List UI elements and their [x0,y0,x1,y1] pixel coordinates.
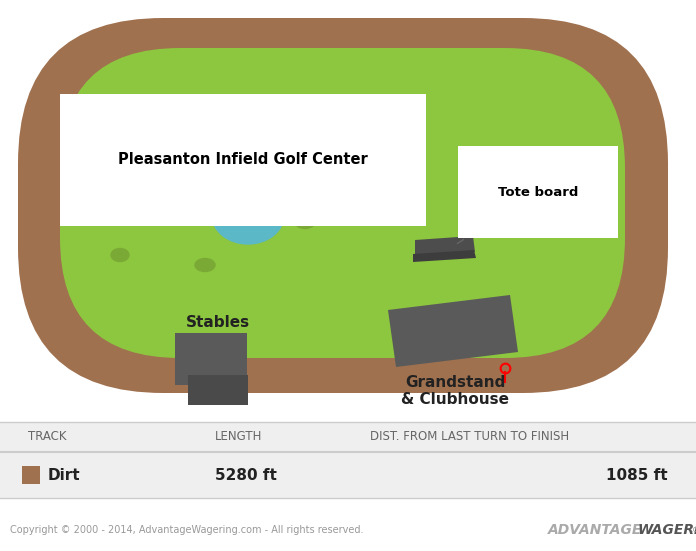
FancyBboxPatch shape [175,333,247,385]
Ellipse shape [295,215,315,229]
Text: Tote board: Tote board [457,186,578,244]
Ellipse shape [176,169,194,181]
Text: Dirt: Dirt [48,467,81,483]
FancyBboxPatch shape [18,18,668,393]
Polygon shape [413,250,476,262]
Ellipse shape [225,222,245,235]
FancyBboxPatch shape [0,422,696,498]
Ellipse shape [313,95,327,115]
Text: .com: .com [690,526,696,534]
Text: ADVANTAGE: ADVANTAGE [548,523,642,537]
Text: Stables: Stables [186,315,250,330]
FancyBboxPatch shape [60,48,625,358]
Text: LENGTH: LENGTH [215,430,262,444]
Ellipse shape [223,98,237,118]
Text: Copyright © 2000 - 2014, AdvantageWagering.com - All rights reserved.: Copyright © 2000 - 2014, AdvantageWageri… [10,525,363,535]
FancyBboxPatch shape [22,466,40,484]
Text: DIST. FROM LAST TURN TO FINISH: DIST. FROM LAST TURN TO FINISH [370,430,569,444]
FancyBboxPatch shape [188,375,248,405]
Ellipse shape [212,186,284,244]
Ellipse shape [247,179,263,191]
Text: Pleasanton Infield Golf Center: Pleasanton Infield Golf Center [118,153,368,168]
Ellipse shape [195,258,215,272]
Ellipse shape [111,249,129,262]
Polygon shape [415,236,475,256]
Text: 1085 ft: 1085 ft [606,467,668,483]
Text: Grandstand
& Clubhouse: Grandstand & Clubhouse [401,375,509,407]
Ellipse shape [144,121,166,136]
Text: TRACK: TRACK [28,430,67,444]
Text: 5280 ft: 5280 ft [215,467,277,483]
Text: WAGERING: WAGERING [638,523,696,537]
Polygon shape [388,295,518,367]
Ellipse shape [151,212,169,224]
